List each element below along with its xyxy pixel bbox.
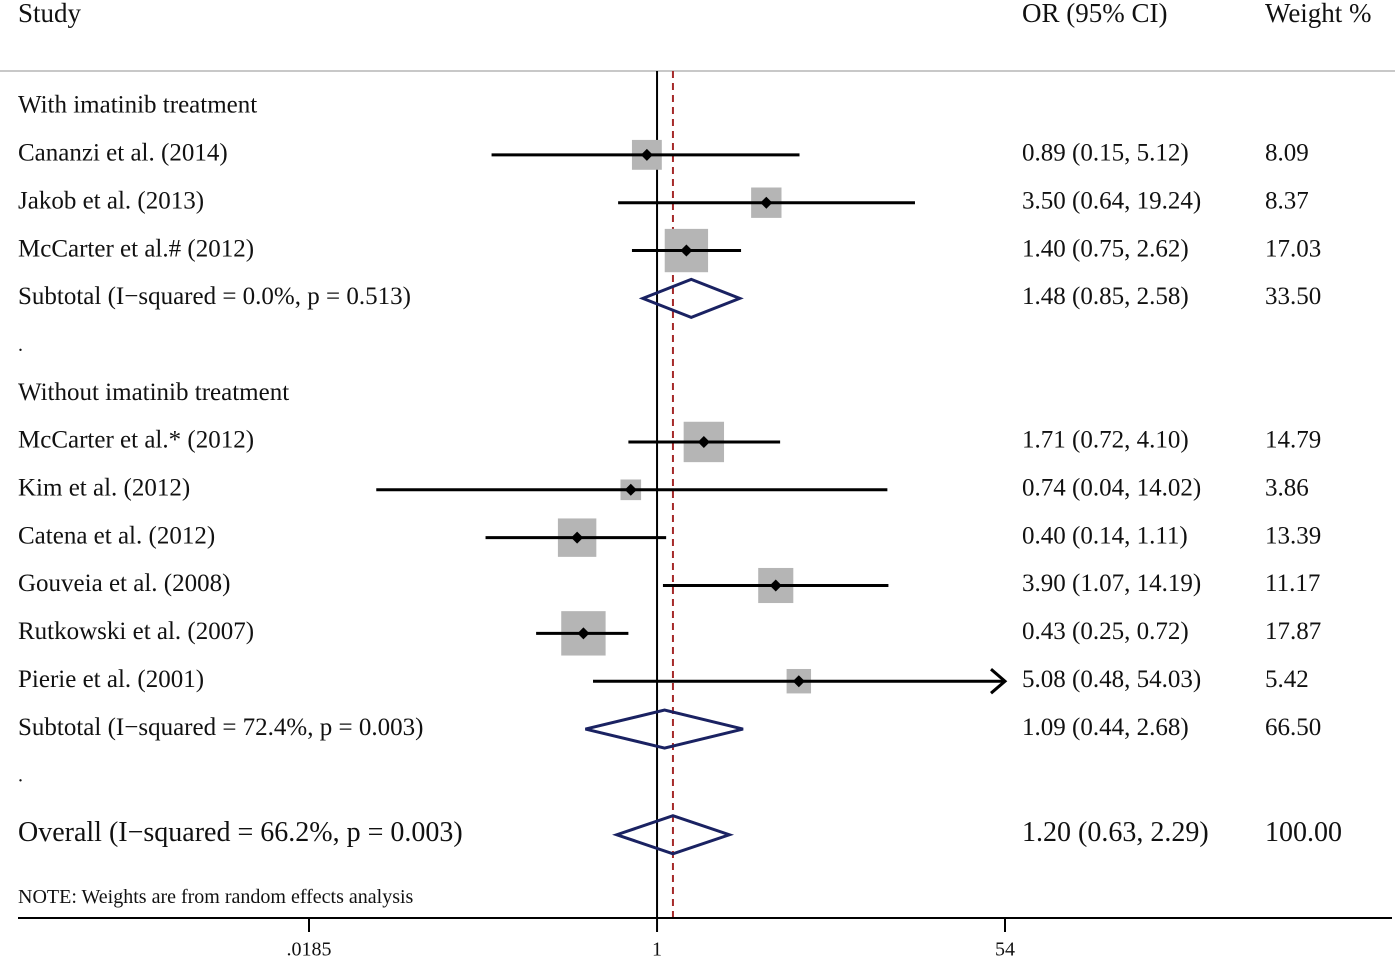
spacer-dot: . [18,764,23,786]
ci-value: 1.40 (0.75, 2.62) [1022,235,1189,262]
weight-value: 3.86 [1265,475,1309,502]
weight-value: 5.42 [1265,666,1309,693]
point-estimate [640,148,653,161]
subtotal-diamond [638,277,744,320]
point-estimate [577,627,590,640]
weight-value: 13.39 [1265,522,1321,549]
ci-value: 1.09 (0.44, 2.68) [1022,714,1189,741]
x-axis-ticks: .0185 1 54 [287,918,1015,960]
spacer-dot: . [18,334,23,356]
plot-rows: With imatinib treatment Cananzi et al. (2… [18,92,1342,848]
study-column-header: Study [18,0,82,28]
point-estimate [571,531,584,544]
ci-value: 0.43 (0.25, 0.72) [1022,618,1189,645]
x-tick-label: 1 [652,939,662,960]
weight-column-header: Weight % [1265,0,1372,28]
ci-arrow [990,668,1008,695]
group-label: Without imatinib treatment [18,379,289,406]
weight-value: 100.00 [1265,817,1342,848]
study-label: Pierie et al. (2001) [18,666,204,693]
ci-value: 1.71 (0.72, 4.10) [1022,427,1189,454]
overall-diamond [612,814,735,856]
point-estimate [760,196,773,209]
study-label: Rutkowski et al. (2007) [18,618,254,645]
study-label: Cananzi et al. (2014) [18,140,228,167]
ci-value: 0.74 (0.04, 14.02) [1022,475,1201,502]
weight-value: 66.50 [1265,714,1321,741]
study-label: Catena et al. (2012) [18,522,215,549]
ci-value: 3.50 (0.64, 19.24) [1022,187,1201,214]
weight-value: 17.03 [1265,235,1321,262]
point-estimate [792,675,805,688]
subtotal-label: Subtotal (I−squared = 0.0%, p = 0.513) [18,283,411,310]
subtotal-label: Subtotal (I−squared = 72.4%, p = 0.003) [18,714,423,741]
study-label: McCarter et al.# (2012) [18,235,254,262]
point-estimate [680,244,693,257]
ci-value: 1.48 (0.85, 2.58) [1022,283,1189,310]
x-tick-label: 54 [995,939,1015,960]
study-label: Kim et al. (2012) [18,475,190,502]
ci-value: 0.89 (0.15, 5.12) [1022,140,1189,167]
ci-value: 3.90 (1.07, 14.19) [1022,570,1201,597]
group-label: With imatinib treatment [18,92,257,119]
point-estimate [769,579,782,592]
study-label: Jakob et al. (2013) [18,187,204,214]
weight-value: 8.37 [1265,187,1309,214]
ci-value: 1.20 (0.63, 2.29) [1022,817,1209,848]
x-tick-label: .0185 [287,939,332,960]
study-label: Gouveia et al. (2008) [18,570,230,597]
or-column-header: OR (95% CI) [1022,0,1167,28]
ci-value: 5.08 (0.48, 54.03) [1022,666,1201,693]
point-estimate [624,483,637,496]
overall-label: Overall (I−squared = 66.2%, p = 0.003) [18,817,463,848]
weight-value: 14.79 [1265,427,1321,454]
subtotal-diamond [585,708,744,750]
point-estimate [697,435,710,448]
weight-value: 11.17 [1265,570,1320,597]
weight-value: 17.87 [1265,618,1321,645]
study-label: McCarter et al.* (2012) [18,427,254,454]
ci-value: 0.40 (0.14, 1.11) [1022,522,1188,549]
weights-note: NOTE: Weights are from random effects an… [18,886,414,908]
weight-value: 33.50 [1265,283,1321,310]
weight-value: 8.09 [1265,140,1309,167]
plot-marks [376,71,1008,918]
